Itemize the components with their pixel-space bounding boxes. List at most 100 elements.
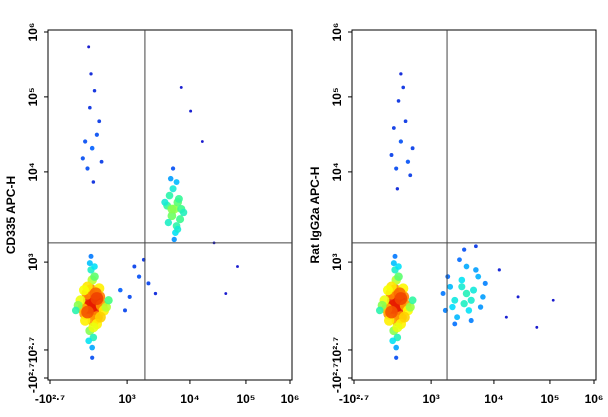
event-point (167, 204, 177, 214)
event-point (408, 296, 417, 305)
event-point (101, 302, 111, 312)
event-point (467, 296, 475, 304)
event-point (389, 153, 394, 157)
event-point (410, 146, 415, 151)
y-tick-label: 10⁶ (330, 23, 344, 42)
event-point (395, 263, 402, 270)
event-point (81, 305, 94, 319)
x-tick-label: 10⁶ (281, 392, 300, 406)
x-tick-label: -10²·⁷ (35, 392, 65, 406)
event-point (167, 175, 174, 182)
event-point (395, 187, 400, 191)
event-point (447, 283, 454, 290)
x-tick-label: 10⁴ (180, 392, 199, 406)
event-point (551, 298, 555, 302)
event-point (136, 274, 142, 279)
event-point (458, 283, 466, 291)
event-point (164, 218, 173, 227)
event-point (440, 291, 446, 297)
event-point (452, 321, 458, 327)
event-point (90, 355, 95, 360)
event-point (463, 263, 470, 270)
event-point (174, 225, 182, 233)
event-point (83, 139, 88, 144)
event-point (451, 296, 459, 304)
event-point (179, 208, 188, 217)
y-tick-label: 10⁴ (26, 162, 40, 181)
y-tick-label: -10²·⁷ (26, 363, 40, 393)
x-tick-label: -10²·⁷ (339, 392, 369, 406)
event-point (454, 314, 461, 321)
y-tick-label: 10²·⁷ (26, 337, 40, 363)
event-point (465, 307, 473, 314)
event-point (92, 89, 97, 93)
event-point (85, 337, 92, 345)
event-point (88, 105, 92, 110)
event-point (78, 285, 90, 296)
event-point (480, 294, 486, 300)
event-point (173, 179, 180, 185)
event-point (200, 140, 204, 143)
event-point (236, 265, 239, 268)
event-point (224, 292, 228, 295)
event-point (392, 322, 403, 333)
event-point (97, 119, 102, 124)
y-tick-label: 10⁴ (330, 162, 344, 181)
event-point (91, 180, 96, 184)
y-tick-label: 10²·⁷ (330, 337, 344, 363)
event-point (390, 260, 397, 267)
event-point (71, 306, 80, 315)
event-point (169, 185, 177, 193)
event-point (504, 315, 508, 319)
event-point (170, 166, 176, 171)
event-point (460, 299, 468, 308)
event-point (392, 253, 398, 259)
event-point (174, 194, 183, 203)
y-tick-label: -10²·⁷ (330, 363, 344, 393)
event-point (89, 72, 93, 76)
event-point (123, 308, 127, 313)
y-axis-label: CD335 APC-H (4, 176, 18, 254)
event-point (468, 318, 474, 324)
event-point (482, 280, 488, 286)
event-point (146, 281, 151, 286)
event-point (104, 296, 113, 305)
event-point (449, 303, 456, 311)
event-point (403, 119, 408, 124)
y-tick-label: 10³ (330, 253, 344, 270)
event-point (176, 215, 185, 224)
event-point (91, 263, 98, 270)
event-point (88, 322, 99, 333)
event-point (473, 267, 479, 273)
event-point (189, 109, 193, 113)
x-tick-label: 10⁵ (236, 392, 255, 406)
event-point (405, 159, 411, 164)
event-point (80, 156, 85, 161)
event-point (389, 337, 396, 345)
y-tick-label: 10³ (26, 253, 40, 270)
event-point (477, 304, 484, 310)
event-point (394, 166, 399, 171)
event-point (118, 287, 123, 293)
event-point (405, 302, 415, 312)
event-point (90, 292, 104, 306)
plot-frame (47, 29, 293, 381)
event-point (396, 99, 401, 103)
event-point (458, 276, 466, 284)
event-point (179, 85, 183, 89)
x-tick-label: 10⁵ (540, 392, 559, 406)
event-point (89, 145, 95, 151)
event-point (127, 294, 132, 299)
event-point (516, 295, 520, 299)
event-point (167, 211, 177, 221)
event-point (470, 286, 478, 294)
event-point (393, 344, 399, 351)
event-point (99, 159, 104, 164)
event-point (171, 236, 177, 243)
event-point (161, 198, 169, 206)
event-point (85, 166, 90, 171)
event-point (398, 139, 404, 144)
x-tick-label: 10³ (118, 392, 135, 406)
event-point (132, 264, 137, 269)
